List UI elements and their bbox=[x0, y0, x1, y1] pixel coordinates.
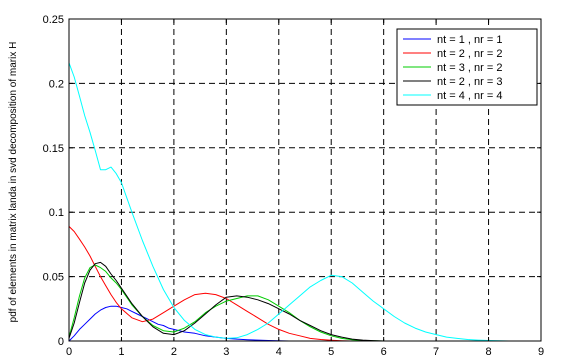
series-layer bbox=[68, 62, 510, 342]
x-tick-label: 8 bbox=[485, 346, 491, 358]
y-axis-label: pdf of elements in matrix landa in svd d… bbox=[8, 42, 19, 323]
legend: nt = 1 , nr = 1 nt = 2 , nr = 2 nt = 3 , n… bbox=[396, 28, 538, 106]
x-tick-label: 9 bbox=[538, 346, 544, 358]
x-tick-label: 5 bbox=[328, 346, 334, 358]
x-tick-label: 6 bbox=[381, 346, 387, 358]
y-tick-label: 0.15 bbox=[43, 143, 64, 155]
series-line-3 bbox=[68, 264, 384, 342]
series-line-4 bbox=[68, 261, 384, 342]
x-tick-label: 3 bbox=[223, 346, 229, 358]
y-tick-label: 0.25 bbox=[43, 14, 64, 26]
x-tick-label: 0 bbox=[66, 346, 72, 358]
x-tick-label: 7 bbox=[433, 346, 439, 358]
x-tick-labels: 0 1 2 3 4 5 6 7 8 9 bbox=[66, 346, 544, 358]
axis-ticks bbox=[68, 18, 542, 342]
y-tick-label: 0 bbox=[58, 336, 64, 348]
legend-label-5: nt = 4 , nr = 4 bbox=[437, 90, 502, 102]
legend-label-3: nt = 3 , nr = 2 bbox=[437, 62, 502, 74]
legend-label-1: nt = 1 , nr = 1 bbox=[437, 34, 502, 46]
y-tick-label: 0.1 bbox=[49, 207, 64, 219]
series-line-1 bbox=[68, 305, 290, 342]
y-tick-labels: 0 0.05 0.1 0.15 0.2 0.25 bbox=[43, 14, 64, 348]
y-tick-label: 0.05 bbox=[43, 272, 64, 284]
series-line-5 bbox=[68, 62, 510, 342]
axes-box bbox=[68, 18, 542, 342]
series-line-2 bbox=[68, 226, 353, 342]
x-tick-label: 4 bbox=[276, 346, 282, 358]
x-tick-label: 2 bbox=[171, 346, 177, 358]
legend-label-4: nt = 2 , nr = 3 bbox=[437, 76, 502, 88]
legend-label-2: nt = 2 , nr = 2 bbox=[437, 48, 502, 60]
x-tick-label: 1 bbox=[118, 346, 124, 358]
y-tick-label: 0.2 bbox=[49, 78, 64, 90]
